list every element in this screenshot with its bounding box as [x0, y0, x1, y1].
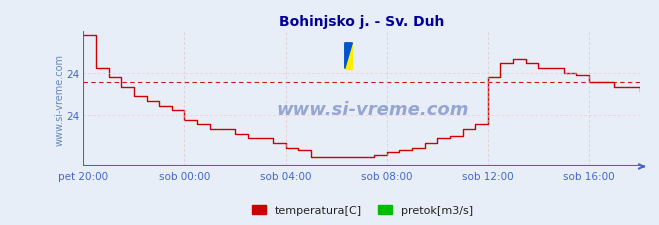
- Legend: temperatura[C], pretok[m3/s]: temperatura[C], pretok[m3/s]: [248, 200, 477, 219]
- Polygon shape: [345, 44, 353, 69]
- Title: Bohinjsko j. - Sv. Duh: Bohinjsko j. - Sv. Duh: [279, 15, 444, 29]
- Y-axis label: www.si-vreme.com: www.si-vreme.com: [55, 53, 65, 145]
- Text: www.si-vreme.com: www.si-vreme.com: [276, 101, 469, 119]
- Polygon shape: [345, 44, 353, 69]
